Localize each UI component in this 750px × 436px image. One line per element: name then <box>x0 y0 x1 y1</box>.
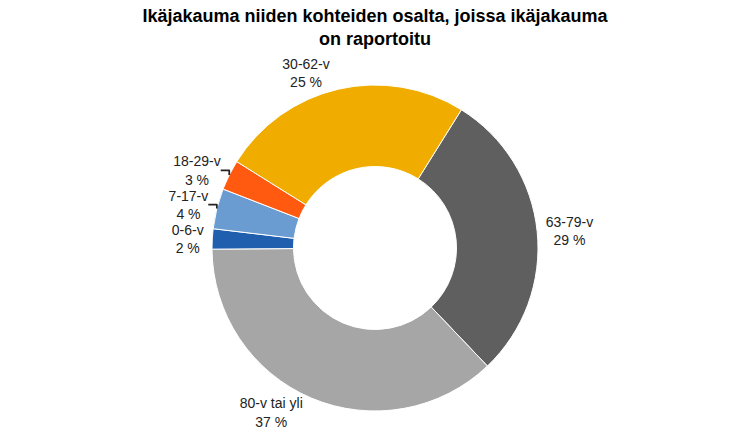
svg-text:63-79-v29 %: 63-79-v29 % <box>546 214 593 248</box>
svg-text:80-v tai yli37 %: 80-v tai yli37 % <box>240 395 303 429</box>
svg-text:7-17-v4 %: 7-17-v4 % <box>169 188 209 222</box>
svg-text:Ikäjakauma niiden kohteiden os: Ikäjakauma niiden kohteiden osalta, jois… <box>142 6 608 49</box>
svg-text:0-6-v2 %: 0-6-v2 % <box>172 222 204 256</box>
svg-text:30-62-v25 %: 30-62-v25 % <box>282 56 329 90</box>
svg-text:18-29-v3 %: 18-29-v3 % <box>173 153 220 187</box>
